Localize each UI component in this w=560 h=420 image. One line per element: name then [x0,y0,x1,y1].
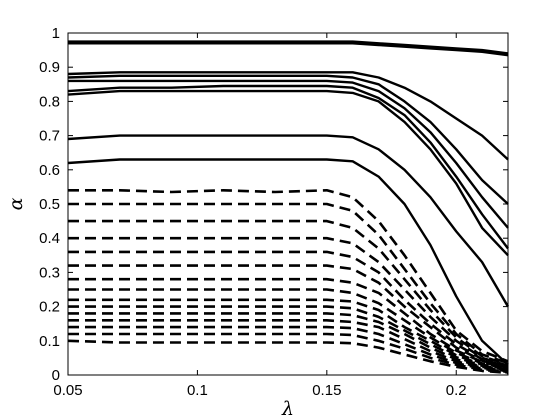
dashed-series-line-11 [68,312,509,373]
solid-series-line-2 [68,40,509,55]
solid-series-line-6 [67,84,509,250]
x-tick-label: 0.15 [312,382,341,399]
dashed-series-line-10 [68,305,509,372]
x-tick-label: 0.2 [446,382,467,399]
dashed-series-line-5 [68,250,509,369]
y-tick-label: 0.2 [39,299,60,316]
dashed-series-line-14 [68,332,509,374]
dashed-series-line-12 [68,318,509,373]
dashed-series-line-7 [68,277,509,370]
y-tick-label: 1 [52,25,60,42]
y-tick-label: 0.3 [39,264,60,281]
ticks-layer: 0.05 0.1 0.15 0.2 0 0.1 0.2 0.3 0.4 0.5 0.6 0.7 0.8 0… [39,25,508,399]
y-tick-label: 0.8 [39,93,60,110]
x-tick-label: 0.1 [187,382,208,399]
solid-series-line-8 [67,134,510,308]
y-tick-label: 0.5 [39,196,60,213]
y-tick-label: 0 [52,367,60,384]
solid-series-line-5 [68,79,509,229]
series-layer [67,40,510,375]
y-tick-label: 0.1 [39,333,60,350]
y-tick-label: 0.4 [39,230,60,247]
solid-series-line-4 [67,74,509,205]
dashed-series-line-13 [68,325,509,374]
solid-series-line-7 [67,89,509,257]
x-axis-label: λ [281,398,294,420]
dashed-series-line-3 [68,219,509,366]
dashed-series-line-9 [68,298,509,371]
x-tick-label: 0.05 [53,382,82,399]
y-tick-label: 0.6 [39,162,60,179]
dashed-series-line-4 [68,236,509,368]
solid-series-line-9 [67,158,509,366]
dashed-series-line-15 [67,339,509,375]
solid-series-line-1 [68,42,509,57]
solid-series-line-3 [67,71,509,161]
y-tick-label: 0.7 [39,128,60,145]
dashed-series-line-2 [68,202,509,365]
dashed-series-line-6 [68,264,509,369]
y-tick-label: 0.9 [39,59,60,76]
dashed-series-line-1 [68,189,509,363]
y-axis-label: α [5,197,27,210]
dashed-series-line-8 [68,288,509,371]
